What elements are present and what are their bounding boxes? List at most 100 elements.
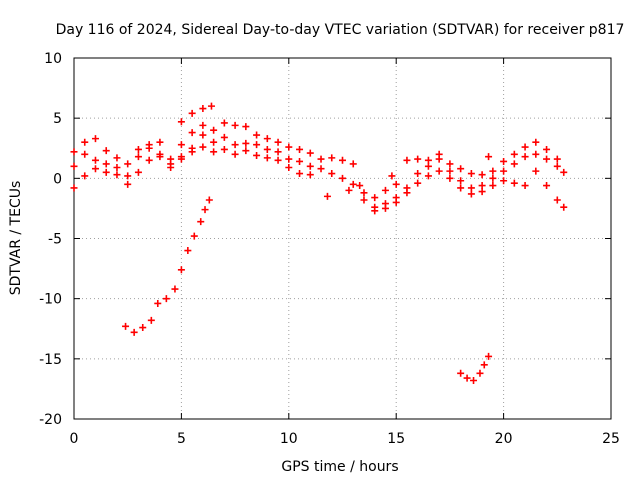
y-tick-label: -20 — [39, 412, 62, 428]
data-point — [457, 369, 465, 377]
data-point — [154, 299, 162, 307]
data-point — [253, 151, 261, 159]
data-point — [81, 138, 89, 146]
data-point — [253, 141, 261, 149]
data-point — [102, 168, 110, 176]
x-tick-label: 5 — [177, 431, 186, 447]
data-point — [188, 148, 196, 156]
data-point — [147, 316, 155, 324]
data-point — [177, 155, 185, 163]
data-point — [205, 196, 213, 204]
data-point — [489, 182, 497, 190]
data-point — [414, 170, 422, 178]
data-point — [113, 171, 121, 179]
data-point — [478, 188, 486, 196]
series-track-h — [122, 196, 213, 336]
data-point — [231, 141, 239, 149]
data-point — [553, 162, 561, 170]
data-point — [188, 109, 196, 117]
data-point — [113, 154, 121, 162]
data-point — [457, 177, 465, 185]
data-point — [102, 147, 110, 155]
data-point — [510, 179, 518, 187]
data-point — [543, 145, 551, 153]
data-point — [124, 160, 132, 168]
data-point — [306, 171, 314, 179]
data-point — [156, 153, 164, 161]
data-point — [381, 204, 389, 212]
data-point — [91, 165, 99, 173]
data-point — [470, 376, 478, 384]
series-outliers — [323, 153, 493, 200]
data-point — [360, 189, 368, 197]
data-point — [253, 131, 261, 139]
data-point — [553, 155, 561, 163]
data-point — [231, 121, 239, 129]
data-point — [210, 126, 218, 134]
data-point — [285, 155, 293, 163]
data-point — [543, 155, 551, 163]
data-point — [446, 167, 454, 175]
data-point — [274, 138, 282, 146]
data-point — [263, 135, 271, 143]
data-point — [371, 207, 379, 215]
data-point — [446, 160, 454, 168]
data-point — [435, 167, 443, 175]
data-point — [349, 180, 357, 188]
data-point — [124, 172, 132, 180]
data-point — [414, 155, 422, 163]
x-axis-label: GPS time / hours — [281, 459, 398, 475]
x-tick-label: 20 — [495, 431, 513, 447]
data-point — [113, 164, 121, 172]
data-point — [476, 369, 484, 377]
data-point — [220, 119, 228, 127]
data-point — [102, 160, 110, 168]
data-point — [345, 186, 353, 194]
y-tick-label: -5 — [48, 232, 62, 248]
data-points — [70, 102, 568, 384]
data-point — [134, 153, 142, 161]
data-point — [500, 167, 508, 175]
data-point — [371, 194, 379, 202]
data-point — [156, 138, 164, 146]
data-point — [162, 295, 170, 303]
data-point — [263, 154, 271, 162]
data-point — [500, 177, 508, 185]
data-point — [210, 148, 218, 156]
data-point — [403, 156, 411, 164]
data-point — [478, 171, 486, 179]
data-point — [463, 374, 471, 382]
data-point — [480, 361, 488, 369]
y-tick-label: 5 — [53, 111, 62, 127]
chart-title: Day 116 of 2024, Sidereal Day-to-day VTE… — [56, 22, 625, 38]
series-track-f — [371, 167, 568, 215]
y-axis-label: SDTVAR / TECUs — [8, 181, 24, 296]
data-point — [560, 203, 568, 211]
tick-labels: 0 5 10 15 20 25 -20 -15 -10 -5 0 5 10 — [39, 51, 620, 447]
data-point — [145, 156, 153, 164]
data-point — [478, 182, 486, 190]
data-point — [317, 155, 325, 163]
data-point — [70, 184, 78, 192]
data-point — [263, 145, 271, 153]
data-point — [199, 105, 207, 113]
series-track-g — [177, 102, 215, 126]
data-point — [122, 322, 130, 330]
data-point — [242, 139, 250, 147]
data-point — [197, 218, 205, 226]
series-track-d — [349, 138, 561, 202]
data-point — [532, 167, 540, 175]
data-point — [231, 150, 239, 158]
data-point — [339, 156, 346, 164]
data-point — [274, 148, 282, 156]
data-point — [328, 170, 336, 178]
data-point — [360, 196, 368, 204]
data-point — [70, 148, 78, 156]
data-point — [532, 150, 540, 158]
data-point — [199, 121, 207, 129]
data-point — [285, 164, 293, 172]
data-point — [381, 186, 389, 194]
data-point — [177, 266, 185, 274]
